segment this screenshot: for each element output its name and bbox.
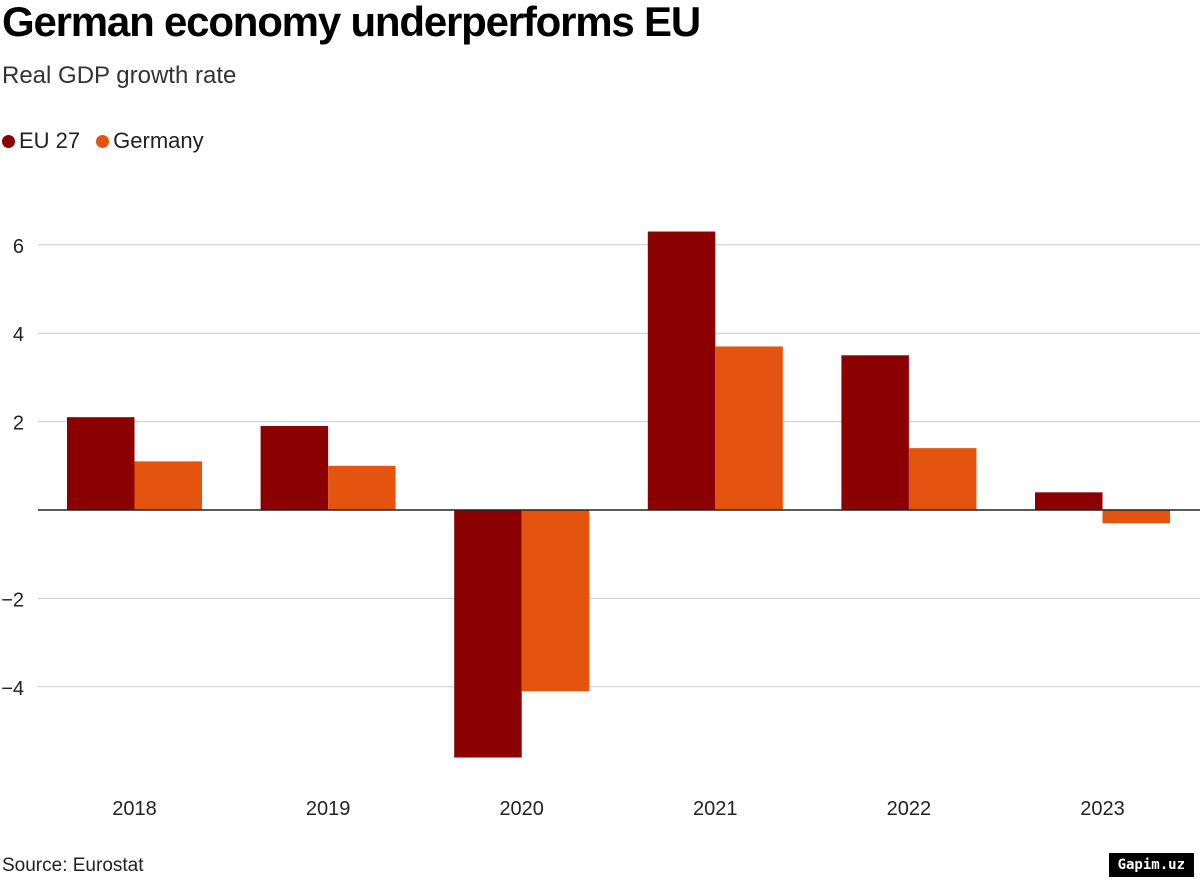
watermark-badge: Gapim.uz xyxy=(1108,853,1194,877)
bar-eu27-2021 xyxy=(647,231,716,511)
bar-eu27-2019 xyxy=(260,426,329,510)
legend-swatch-eu27 xyxy=(2,134,15,148)
bar-germany-2022 xyxy=(908,448,977,510)
legend-item-eu27: EU 27 xyxy=(2,128,80,154)
bar-germany-2019 xyxy=(328,465,396,510)
y-tick-label: 2 xyxy=(13,413,24,435)
legend-item-germany: Germany xyxy=(96,128,204,154)
x-tick-label: 2018 xyxy=(112,798,157,820)
bar-germany-2021 xyxy=(715,346,783,510)
legend: EU 27 Germany xyxy=(2,128,220,154)
legend-swatch-germany xyxy=(96,134,110,148)
bar-germany-2023 xyxy=(1102,510,1170,524)
source-note: Source: Eurostat xyxy=(2,855,144,876)
bar-eu27-2023 xyxy=(1035,492,1103,510)
y-tick-label: −2 xyxy=(1,589,24,611)
x-tick-label: 2021 xyxy=(693,798,738,820)
legend-label-germany: Germany xyxy=(113,128,204,153)
x-tick-label: 2022 xyxy=(887,798,932,820)
x-tick-label: 2020 xyxy=(499,798,544,820)
x-tick-label: 2019 xyxy=(306,798,351,820)
bar-eu27-2020 xyxy=(454,510,522,758)
x-tick-label: 2023 xyxy=(1080,798,1125,820)
y-tick-label: 4 xyxy=(13,324,24,346)
y-tick-label: 6 xyxy=(13,236,24,258)
chart-title: German economy underperforms EU xyxy=(2,0,701,45)
bar-eu27-2018 xyxy=(67,417,135,510)
y-tick-label: −4 xyxy=(1,678,24,700)
bar-eu27-2022 xyxy=(841,355,909,510)
legend-label-eu27: EU 27 xyxy=(19,128,81,153)
bar-germany-2020 xyxy=(521,510,590,692)
bar-germany-2018 xyxy=(134,461,202,510)
chart-subtitle: Real GDP growth rate xyxy=(2,62,237,89)
